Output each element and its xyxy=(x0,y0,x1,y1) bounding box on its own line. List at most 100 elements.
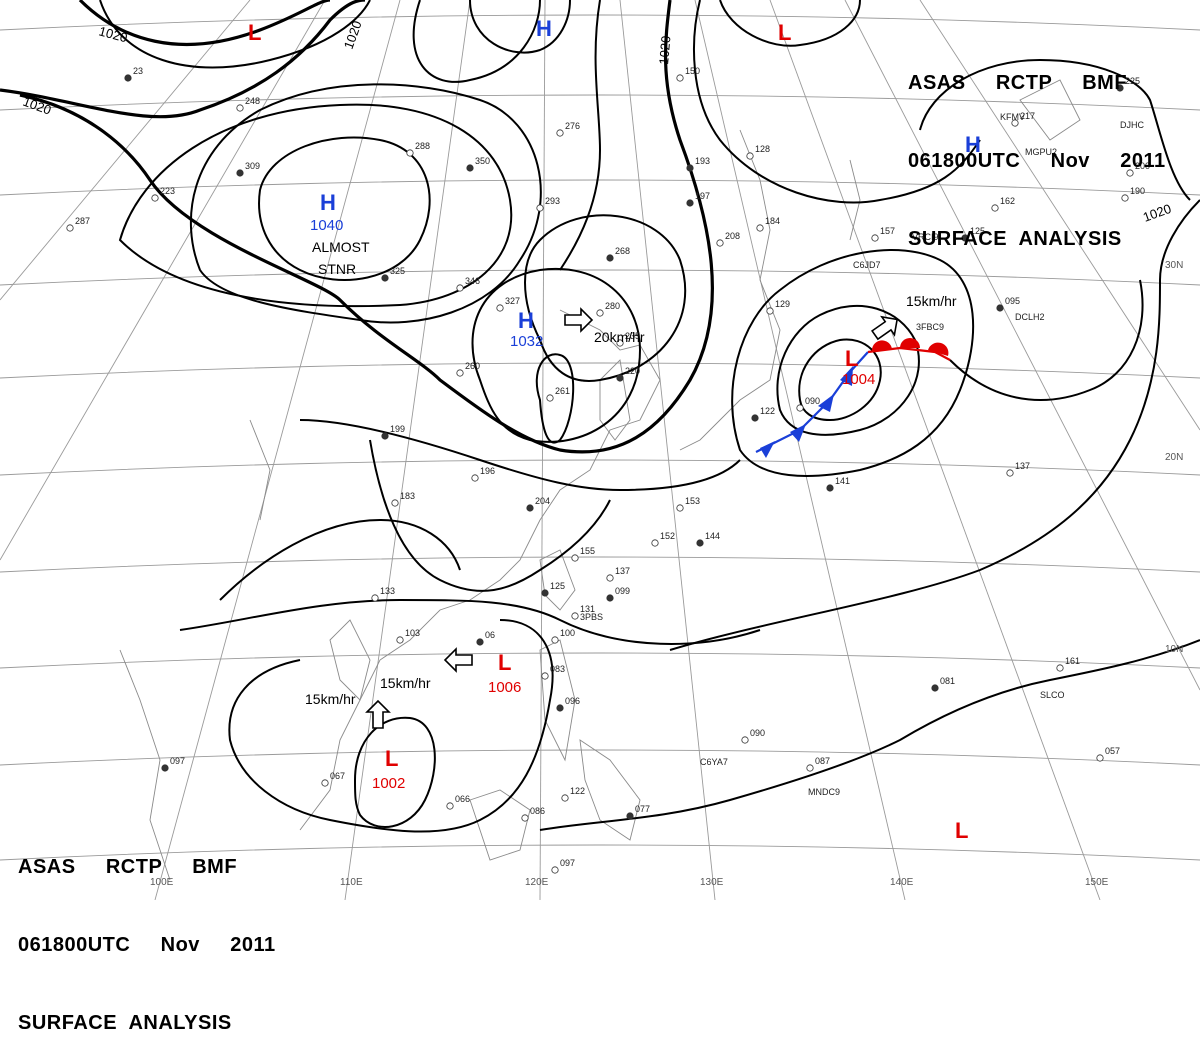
header-line-1: ASAS RCTP BMF xyxy=(18,856,238,878)
station-value: 096 xyxy=(565,696,580,706)
station-value: 122 xyxy=(570,786,585,796)
station-plot: 090 xyxy=(796,396,820,412)
station-circle-icon xyxy=(606,594,614,602)
station-value: 327 xyxy=(505,296,520,306)
station-plot: 220 xyxy=(616,366,640,382)
station-plot: 141 xyxy=(826,476,850,492)
station-value: 155 xyxy=(580,546,595,556)
station-plot: 293 xyxy=(536,196,560,212)
station-value: 095 xyxy=(1005,296,1020,306)
ship-identifiers: C6JD7 VRCI9 3FBC9 DCLH2 KFMV MGPU2 DJHC … xyxy=(580,112,1144,797)
station-plot: 133 xyxy=(371,586,395,602)
station-plot: 157 xyxy=(871,226,895,242)
station-plot: 150 xyxy=(676,66,700,82)
station-circle-icon xyxy=(476,638,484,646)
header-line-2: 061800UTC Nov 2011 xyxy=(18,934,276,956)
chart-header-bottom: ASAS RCTP BMF 061800UTC Nov 2011 SURFACE… xyxy=(18,802,276,1062)
station-plot: 235 xyxy=(616,331,640,347)
station-circle-icon xyxy=(551,866,559,874)
station-value: 133 xyxy=(380,586,395,596)
station-plot: 128 xyxy=(746,144,770,160)
station-circle-icon xyxy=(1121,194,1129,202)
station-circle-icon xyxy=(381,274,389,282)
station-value: 162 xyxy=(1000,196,1015,206)
station-circle-icon xyxy=(236,104,244,112)
station-plot: 095 xyxy=(996,296,1020,312)
station-circle-icon xyxy=(676,74,684,82)
station-circle-icon xyxy=(371,594,379,602)
station-circle-icon xyxy=(561,794,569,802)
station-circle-icon xyxy=(1056,664,1064,672)
station-plot: 217 xyxy=(1011,111,1035,127)
station-circle-icon xyxy=(396,636,404,644)
station-value: 193 xyxy=(695,156,710,166)
station-value: 152 xyxy=(660,531,675,541)
lon-label: 150E xyxy=(1085,877,1109,888)
station-plot: 125 xyxy=(541,581,565,597)
station-circle-icon xyxy=(521,814,529,822)
stnr-label: STNR xyxy=(318,261,356,277)
station-value: 225 xyxy=(1125,76,1140,86)
station-circle-icon xyxy=(806,764,814,772)
station-plot: 096 xyxy=(556,696,580,712)
arrow-icon xyxy=(564,307,594,333)
station-plot: 350 xyxy=(466,156,490,172)
station-value: 200 xyxy=(1135,161,1150,171)
station-plot: 223 xyxy=(151,186,175,202)
header-line-3: SURFACE ANALYSIS xyxy=(18,1012,232,1034)
station-plot: 137 xyxy=(1006,461,1030,477)
station-circle-icon xyxy=(571,554,579,562)
station-plot: 23 xyxy=(124,66,143,82)
station-circle-icon xyxy=(536,204,544,212)
station-value: 248 xyxy=(245,96,260,106)
station-plot: 162 xyxy=(991,196,1015,212)
lon-label: 110E xyxy=(340,877,363,888)
station-value: 090 xyxy=(750,728,765,738)
station-value: 288 xyxy=(415,141,430,151)
station-value: 157 xyxy=(880,226,895,236)
high-center: H xyxy=(536,16,552,41)
station-circle-icon xyxy=(996,304,1004,312)
station-value: 197 xyxy=(695,191,710,201)
station-circle-icon xyxy=(541,589,549,597)
station-plot: 325 xyxy=(381,266,405,282)
station-value: 06 xyxy=(485,630,495,640)
station-circle-icon xyxy=(526,504,534,512)
high-center-value: 1032 xyxy=(510,333,543,350)
station-circle-icon xyxy=(931,684,939,692)
high-center: H xyxy=(965,132,981,157)
ship-id: 3PBS xyxy=(580,612,603,622)
station-value: 067 xyxy=(330,771,345,781)
station-circle-icon xyxy=(716,239,724,247)
isobar-label: 1020 xyxy=(341,19,365,51)
station-circle-icon xyxy=(1126,169,1134,177)
station-value: 287 xyxy=(75,216,90,226)
station-circle-icon xyxy=(756,224,764,232)
station-value: 293 xyxy=(545,196,560,206)
station-circle-icon xyxy=(1006,469,1014,477)
surface-analysis-map: 1020 1020 1020 1020 1020 30N 20N 10N 100… xyxy=(0,0,1200,900)
motion-speed: 15km/hr xyxy=(305,691,356,707)
ship-id: DCLH2 xyxy=(1015,312,1045,322)
station-circle-icon xyxy=(391,499,399,507)
station-plot: 083 xyxy=(541,664,565,680)
header-line-1: ASAS RCTP BMF xyxy=(908,72,1128,94)
station-value: 199 xyxy=(390,424,405,434)
station-value: 066 xyxy=(455,794,470,804)
station-circle-icon xyxy=(1011,119,1019,127)
station-value: 325 xyxy=(390,266,405,276)
stationary-annotation: ALMOST STNR xyxy=(312,239,370,277)
station-circle-icon xyxy=(751,414,759,422)
station-plot: 067 xyxy=(321,771,345,787)
station-plot: 129 xyxy=(766,299,790,315)
station-circle-icon xyxy=(606,254,614,262)
station-value: 090 xyxy=(805,396,820,406)
station-plot: 100 xyxy=(551,628,575,644)
almost-label: ALMOST xyxy=(312,239,370,255)
station-plot: 090 xyxy=(741,728,765,744)
arrow-icon xyxy=(365,699,391,729)
station-value: 350 xyxy=(475,156,490,166)
station-circle-icon xyxy=(446,802,454,810)
lon-label: 120E xyxy=(525,877,549,888)
station-circle-icon xyxy=(796,404,804,412)
